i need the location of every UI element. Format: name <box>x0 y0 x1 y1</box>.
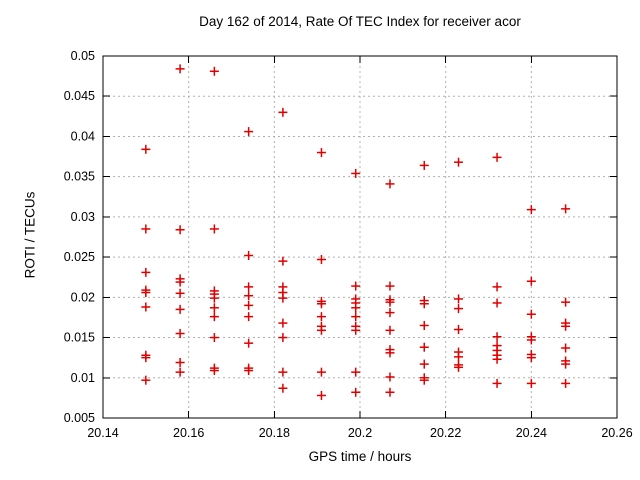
y-tick-label: 0.015 <box>64 331 95 345</box>
x-tick-label: 20.24 <box>516 426 547 440</box>
x-tick-label: 20.22 <box>430 426 461 440</box>
y-tick-label: 0.03 <box>71 210 95 224</box>
y-tick-label: 0.04 <box>71 129 95 143</box>
y-tick-label: 0.01 <box>71 371 95 385</box>
x-tick-label: 20.14 <box>87 426 118 440</box>
x-tick-label: 20.16 <box>173 426 204 440</box>
y-tick-label: 0.035 <box>64 170 95 184</box>
chart-title: Day 162 of 2014, Rate Of TEC Index for r… <box>199 14 521 29</box>
x-tick-label: 20.18 <box>259 426 290 440</box>
y-tick-label: 0.05 <box>71 49 95 63</box>
x-tick-label: 20.26 <box>601 426 632 440</box>
x-tick-label: 20.2 <box>348 426 372 440</box>
y-tick-label: 0.02 <box>71 290 95 304</box>
x-axis-label: GPS time / hours <box>308 449 412 464</box>
y-tick-label: 0.005 <box>64 411 95 425</box>
y-tick-label: 0.045 <box>64 89 95 103</box>
y-tick-label: 0.025 <box>64 250 95 264</box>
